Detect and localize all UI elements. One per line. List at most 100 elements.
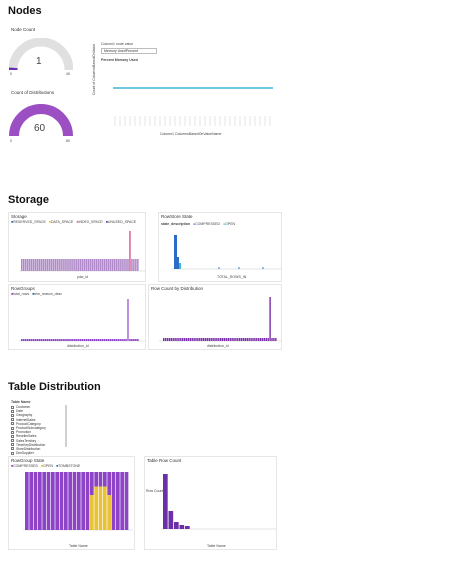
table-filter-item-label: Customer <box>16 405 31 410</box>
rowgroups-bar <box>131 339 133 341</box>
rowstore-point <box>218 267 220 269</box>
checkbox[interactable] <box>11 443 14 447</box>
table-filter-item[interactable]: Customer <box>11 405 67 409</box>
rowgroup-state-bar <box>51 472 55 530</box>
table-filter-item[interactable]: ResellerSales <box>11 434 67 438</box>
table-filter-item-label: Promotion <box>16 430 32 435</box>
storage-bar <box>91 259 94 271</box>
legend-item: ■INDEX_SPACE <box>76 220 103 224</box>
storage-bar <box>105 259 108 271</box>
rowgroups-bar <box>42 339 45 341</box>
rowgroups-bar <box>87 339 90 341</box>
storage-bar <box>24 259 27 271</box>
rowgroups-bar <box>127 299 129 341</box>
checkbox[interactable] <box>11 418 14 422</box>
node-count-min: 0 <box>10 72 12 76</box>
rowgroups-bar <box>107 339 110 341</box>
table-filter-item[interactable]: DimSupplier <box>11 451 67 455</box>
rowgroup-state-bar <box>64 472 68 530</box>
row-count-bar <box>201 338 203 341</box>
section-title-storage: Storage <box>8 194 49 206</box>
checkbox[interactable] <box>11 426 14 430</box>
checkbox[interactable] <box>11 439 14 443</box>
table-filter-item[interactable]: InternetSales <box>11 418 67 422</box>
storage-bar <box>123 259 125 271</box>
storage-chart-title: Storage <box>11 214 27 219</box>
rowgroup-state-bar <box>72 472 77 530</box>
row-count-bar <box>218 338 220 341</box>
row-count-bar <box>229 338 231 341</box>
rowgroup-state-bar <box>29 472 34 530</box>
checkbox[interactable] <box>11 405 14 409</box>
rowgroup-state-bar <box>107 472 112 496</box>
rowgroup-state-bar <box>55 472 60 530</box>
checkbox[interactable] <box>11 409 14 413</box>
table-filter-scrollbar[interactable] <box>65 405 67 447</box>
row-count-bar <box>275 338 277 341</box>
rowgroups-bar <box>40 339 43 341</box>
storage-bar <box>32 259 35 271</box>
column-filter-label: Column1 node value <box>101 42 134 46</box>
checkbox[interactable] <box>11 422 14 426</box>
row-count-bar <box>233 338 235 341</box>
rowgroup-state-bar <box>107 495 112 530</box>
rowgroups-bar <box>97 339 100 341</box>
storage-bar <box>52 259 55 271</box>
table-filter-item[interactable]: StoreDistribution <box>11 447 67 451</box>
storage-bar <box>95 259 98 271</box>
storage-bar <box>26 259 29 271</box>
row-count-bar <box>212 338 214 341</box>
table-row-count-bar <box>174 522 179 529</box>
checkbox[interactable] <box>11 434 14 438</box>
rowstore-state-title: RowStore State <box>161 214 193 219</box>
checkbox[interactable] <box>11 413 14 417</box>
table-filter: Table Name Customer Date Geography Internet… <box>11 400 67 455</box>
storage-bar <box>22 259 25 271</box>
rowgroup-state-card: RowGroup State ■COMPRESSED ■OPEN ■TOMBST… <box>8 456 135 550</box>
rowgroups-bar <box>52 339 55 341</box>
storage-bar <box>119 259 121 271</box>
row-count-bar <box>216 338 218 341</box>
rowgroup-state-x-label: Table Name <box>69 544 88 548</box>
table-filter-item[interactable]: Geography <box>11 413 67 417</box>
row-count-bar <box>172 338 174 341</box>
storage-bar <box>117 259 119 271</box>
storage-bar <box>48 259 51 271</box>
table-filter-item-label: StoreDistribution <box>16 446 41 451</box>
row-count-bar <box>273 338 275 341</box>
table-filter-item-label: ProductSubcategory <box>16 426 46 431</box>
rowstore-bar <box>177 257 179 269</box>
table-filter-item[interactable]: TimeKeyDistribution <box>11 443 67 447</box>
storage-bar <box>97 259 100 271</box>
rowgroup-state-bar <box>46 472 51 530</box>
rowgroups-bar <box>95 339 98 341</box>
legend-item: ■TOMBSTONE <box>56 464 81 468</box>
table-filter-item[interactable]: ProductCategory <box>11 422 67 426</box>
rowgroups-bar <box>99 339 102 341</box>
row-count-bar <box>183 338 186 341</box>
checkbox[interactable] <box>11 430 14 434</box>
rowgroup-state-bar <box>98 472 103 487</box>
rowgroups-bar <box>115 339 117 341</box>
table-filter-item-label: DimSupplier <box>16 451 34 456</box>
column-filter-dropdown[interactable]: Memory UsedPercent <box>101 48 157 54</box>
rowgroups-bar <box>28 339 31 341</box>
row-count-bar <box>191 338 193 341</box>
row-count-bar <box>248 338 250 341</box>
row-count-bar <box>240 338 243 341</box>
checkbox[interactable] <box>11 447 14 451</box>
table-filter-item[interactable]: SalesTerritory <box>11 439 67 443</box>
rowgroups-card: RowGroups ■total_rows ■trim_reason_desc … <box>8 284 146 350</box>
row-count-bar <box>237 338 239 341</box>
row-count-bar <box>252 338 254 341</box>
table-filter-item[interactable]: Promotion <box>11 430 67 434</box>
table-filter-item[interactable]: Date <box>11 409 67 413</box>
rowgroups-bar <box>44 339 47 341</box>
rowgroups-bar <box>72 339 74 341</box>
table-filter-item[interactable]: ProductSubcategory <box>11 426 67 430</box>
rowstore-point <box>238 267 240 269</box>
legend-item: ●COMPRESSED <box>192 222 221 226</box>
rowgroups-bar <box>89 339 92 341</box>
checkbox[interactable] <box>11 451 14 455</box>
rowgroup-state-bar <box>25 472 29 530</box>
